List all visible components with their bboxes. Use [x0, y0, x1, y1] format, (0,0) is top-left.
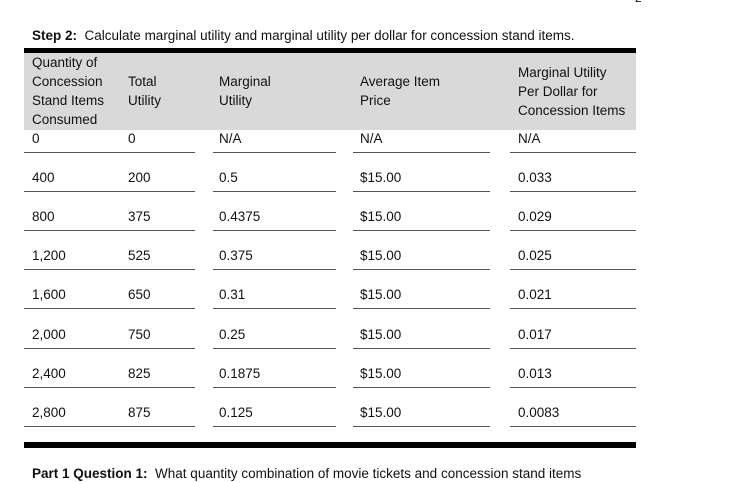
cell: $15.00 — [360, 170, 402, 186]
cell: 0.0083 — [518, 404, 560, 420]
cell: 0.017 — [518, 326, 552, 342]
cell: 0.1875 — [219, 365, 261, 381]
step-text: Calculate marginal utility and marginal … — [84, 28, 575, 43]
bottom-border — [24, 442, 636, 448]
row-rule — [510, 269, 636, 271]
page-number: 2 — [635, 0, 642, 5]
step-heading: Step 2: Calculate marginal utility and m… — [32, 28, 575, 43]
cell: 0.25 — [219, 326, 246, 342]
cell: 1,200 — [32, 248, 66, 264]
cell: 0 — [128, 131, 136, 146]
cell: $15.00 — [360, 287, 402, 303]
cell: 200 — [128, 170, 151, 186]
row-rule — [24, 152, 195, 153]
header-text: Utility — [219, 93, 252, 108]
cell: 825 — [128, 365, 151, 381]
cell: 0 — [32, 131, 40, 146]
cell: 2,400 — [32, 365, 66, 381]
header-text: Average Item — [360, 74, 441, 89]
row-rule — [24, 425, 195, 427]
header-text: Consumed — [32, 112, 98, 127]
row-rule — [213, 308, 336, 310]
cell: 1,600 — [32, 287, 66, 303]
header-text: Quantity of — [32, 55, 98, 70]
cell: 2,000 — [32, 326, 66, 342]
cell: 0.5 — [219, 170, 238, 186]
row-rule — [510, 191, 636, 193]
row-rule — [24, 347, 195, 349]
row-rule — [510, 308, 636, 310]
row-rule — [213, 152, 336, 153]
cell: 750 — [128, 326, 151, 342]
cell: 0.375 — [219, 248, 253, 264]
row-rule — [353, 386, 490, 388]
header-text: Marginal — [219, 74, 271, 89]
cell: $15.00 — [360, 209, 402, 225]
top-border — [24, 48, 636, 53]
cell: 800 — [32, 209, 55, 225]
row-rule — [213, 191, 336, 193]
row-rule — [24, 230, 195, 232]
cell: 0.013 — [518, 365, 552, 381]
header-text: Total — [128, 74, 157, 89]
question-label: Part 1 Question 1: — [32, 466, 148, 481]
cell: $15.00 — [360, 326, 402, 342]
cell: 525 — [128, 248, 151, 264]
header-text: Stand Items — [32, 93, 105, 108]
row-rule — [24, 191, 195, 193]
header-text: Price — [360, 93, 391, 108]
cell: 0.029 — [518, 209, 552, 225]
cell: 2,800 — [32, 404, 66, 420]
cell: 650 — [128, 287, 151, 303]
question: Part 1 Question 1: What quantity combina… — [32, 466, 581, 481]
header-text: Marginal Utility — [518, 64, 607, 80]
question-text: What quantity combination of movie ticke… — [155, 466, 582, 481]
row-rule — [353, 191, 490, 193]
row-rule — [510, 152, 636, 153]
cell: 0.31 — [219, 287, 246, 303]
header-text: Concession — [32, 74, 103, 89]
cell: 0.025 — [518, 248, 552, 264]
row-rule — [353, 347, 490, 349]
cell: $15.00 — [360, 365, 402, 381]
row-rule — [353, 230, 490, 232]
row-rule — [510, 386, 636, 388]
row-rule — [24, 269, 195, 271]
cell: $15.00 — [360, 248, 402, 264]
row-rule — [24, 308, 195, 310]
cell: 0.4375 — [219, 209, 261, 225]
row-rule — [510, 230, 636, 232]
step-label: Step 2: — [32, 28, 78, 43]
cell: N/A — [518, 131, 541, 146]
cell: 400 — [32, 170, 55, 186]
row-rule — [213, 425, 336, 427]
row-rule — [213, 347, 336, 349]
row-rule — [510, 347, 636, 349]
cell: 0.021 — [518, 287, 552, 303]
cell: 0.125 — [219, 404, 253, 420]
cell: 875 — [128, 404, 151, 420]
row-rule — [510, 425, 636, 427]
row-rule — [213, 230, 336, 232]
header-background — [24, 53, 636, 130]
cell: N/A — [219, 131, 242, 146]
row-rule — [24, 386, 195, 388]
header-text: Utility — [128, 93, 161, 108]
cell: 375 — [128, 209, 151, 225]
header-text: Per Dollar for — [518, 83, 598, 99]
cell: $15.00 — [360, 404, 402, 420]
row-rule — [353, 269, 490, 271]
header-text: Concession Items — [518, 102, 626, 118]
row-rule — [213, 386, 336, 388]
cell: N/A — [360, 131, 383, 146]
row-rule — [353, 425, 490, 427]
row-rule — [353, 152, 490, 153]
row-rule — [353, 308, 490, 310]
cell: 0.033 — [518, 170, 552, 186]
row-rule — [213, 269, 336, 271]
